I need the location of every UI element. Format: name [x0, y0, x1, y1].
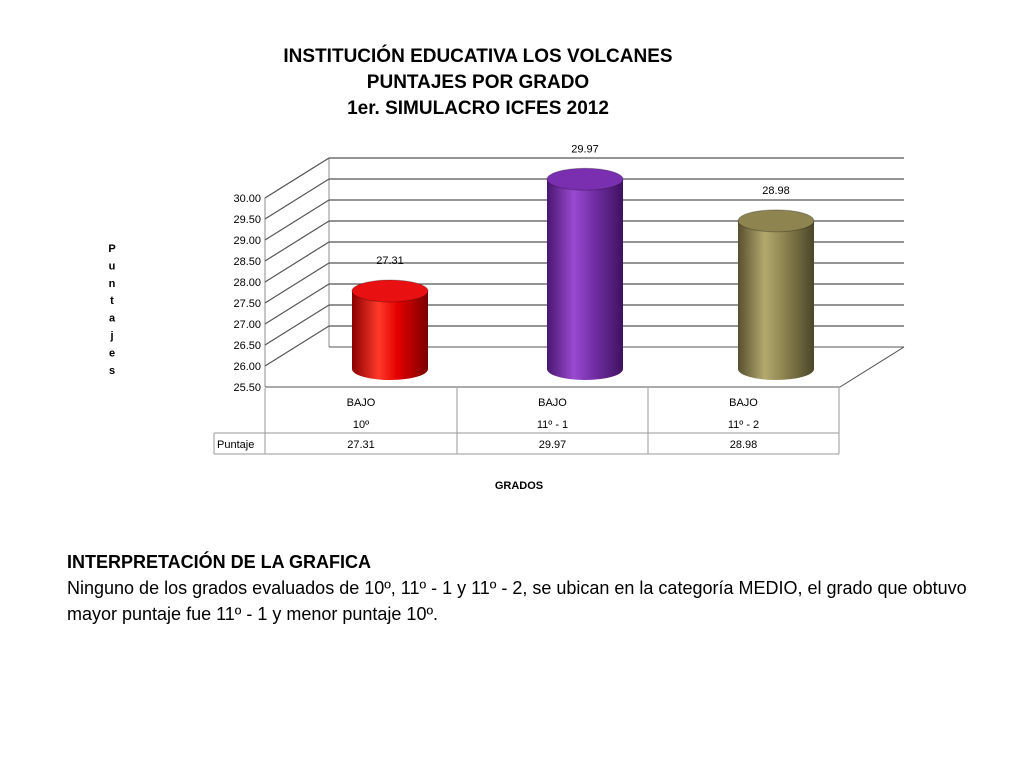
- y-tick-label: 25.50: [233, 382, 261, 394]
- bar: [546, 167, 624, 380]
- y-tick-label: 29.00: [233, 235, 261, 247]
- data-label: 28.98: [762, 185, 790, 197]
- interpretation-title: INTERPRETACIÓN DE LA GRAFICA: [67, 552, 371, 572]
- y-tick-label: 27.00: [233, 319, 261, 331]
- y-tick-label: 29.50: [233, 214, 261, 226]
- bar-body: [547, 179, 623, 380]
- gridline-side: [264, 178, 330, 220]
- y-tick-label: 28.50: [233, 256, 261, 268]
- bar-top: [351, 279, 429, 303]
- interpretation: INTERPRETACIÓN DE LA GRAFICA Ninguno de …: [67, 549, 967, 627]
- grade-label: 11º - 1: [537, 419, 568, 431]
- table-value: 28.98: [730, 439, 758, 451]
- y-axis-label-letter: t: [110, 295, 114, 307]
- bars: 27.31 29.97 28.98: [351, 143, 815, 380]
- y-tick-label: 27.50: [233, 298, 261, 310]
- y-axis-label-letter: j: [109, 330, 113, 342]
- gridline-side: [264, 325, 330, 367]
- y-tick-label: 28.00: [233, 277, 261, 289]
- gridline-side: [264, 304, 330, 346]
- chart-title-line-3: 1er. SIMULACRO ICFES 2012: [347, 98, 609, 119]
- gridline-side: [264, 157, 330, 199]
- chart-title: INSTITUCIÓN EDUCATIVA LOS VOLCANES PUNTA…: [200, 44, 756, 122]
- bar-top: [546, 167, 624, 191]
- gridline-side: [264, 220, 330, 262]
- bar-body: [352, 290, 428, 380]
- data-table: Puntaje BAJO 10º 27.31 BAJO 11º - 1 29.97 BAJO 1…: [213, 388, 840, 455]
- bar: [351, 279, 429, 380]
- grade-label: 11º - 2: [728, 419, 759, 431]
- y-axis: 25.50 26.00 26.50 27.00 27.50 28.00 28.50 29.00…: [233, 193, 261, 394]
- y-tick-label: 30.00: [233, 193, 261, 205]
- category-label: BAJO: [538, 397, 567, 409]
- grade-label: 10º: [353, 419, 369, 431]
- chart-title-line-2: PUNTAJES POR GRADO: [366, 72, 590, 93]
- chart-title-line-1: INSTITUCIÓN EDUCATIVA LOS VOLCANES: [283, 46, 673, 67]
- bar-top: [737, 209, 815, 233]
- table-value: 29.97: [539, 439, 567, 451]
- y-axis-label-letter: a: [109, 313, 116, 325]
- table-value: 27.31: [347, 439, 375, 451]
- y-tick-label: 26.50: [233, 340, 261, 352]
- y-axis-label-letter: u: [109, 260, 116, 272]
- y-axis-label-letter: e: [109, 347, 115, 359]
- y-tick-label: 26.00: [233, 361, 261, 373]
- table-series-name: Puntaje: [217, 439, 254, 451]
- category-label: BAJO: [729, 397, 758, 409]
- bar: [737, 209, 815, 380]
- gridline-side: [264, 283, 330, 325]
- y-axis-label-letter: n: [109, 278, 116, 290]
- y-axis-label-letter: P: [108, 243, 115, 255]
- y-axis-label-letter: s: [109, 365, 115, 377]
- x-axis-label: GRADOS: [495, 480, 543, 492]
- data-label: 27.31: [376, 255, 404, 267]
- interpretation-text: Ninguno de los grados evaluados de 10º, …: [67, 578, 967, 624]
- gridline-side: [264, 262, 330, 304]
- data-label: 29.97: [571, 143, 599, 155]
- bar-body: [738, 220, 814, 380]
- floor-edge: [265, 346, 905, 388]
- gridline-side: [264, 241, 330, 283]
- gridline-side: [264, 199, 330, 241]
- category-label: BAJO: [347, 397, 376, 409]
